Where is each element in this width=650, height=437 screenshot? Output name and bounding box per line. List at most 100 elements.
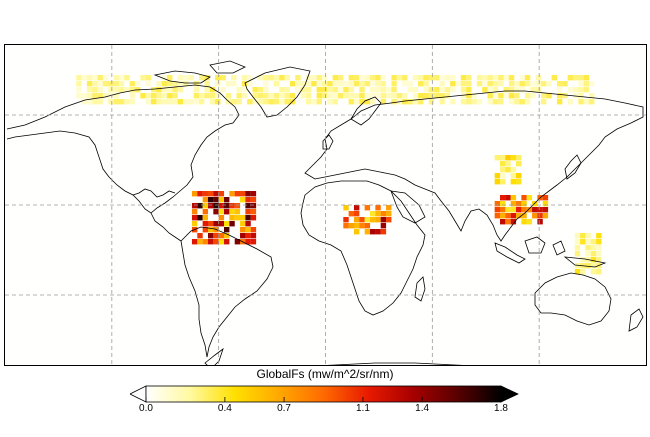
fluorescence-cell: [519, 87, 525, 93]
fluorescence-cell: [510, 167, 517, 173]
fluorescence-cell: [161, 99, 168, 105]
fluorescence-cell: [151, 99, 157, 105]
fluorescence-cell: [364, 205, 371, 211]
fluorescence-cell: [391, 81, 397, 87]
fluorescence-cell: [311, 99, 317, 105]
fluorescence-cell: [202, 227, 209, 233]
fluorescence-cell: [92, 87, 98, 93]
fluorescence-cell: [257, 87, 264, 93]
colorbar-max-arrow: [500, 385, 519, 403]
fluorescence-cell: [263, 93, 269, 99]
fluorescence-cell: [521, 201, 527, 207]
fluorescence-cell: [236, 87, 242, 93]
fluorescence-cell: [191, 209, 198, 215]
fluorescence-cell: [402, 99, 408, 105]
fluorescence-cell: [343, 205, 349, 211]
fluorescence-cell: [202, 209, 209, 215]
fluorescence-cell: [542, 201, 549, 207]
fluorescence-cell: [498, 81, 504, 87]
fluorescence-cell: [510, 219, 517, 225]
fluorescence-cell: [183, 75, 189, 81]
fluorescence-cell: [596, 245, 602, 251]
fluorescence-cell: [353, 229, 360, 235]
fluorescence-cell: [364, 99, 371, 105]
fluorescence-cell: [494, 213, 501, 219]
fluorescence-cell: [250, 215, 257, 221]
fluorescence-cell: [578, 99, 584, 105]
fluorescence-cell: [97, 99, 103, 105]
fluorescence-cell: [343, 87, 349, 93]
fluorescence-cell: [191, 215, 198, 221]
fluorescence-cell: [289, 81, 296, 87]
fluorescence-cell: [498, 93, 504, 99]
fluorescence-cell: [202, 239, 209, 245]
coast-australia: [534, 272, 612, 326]
fluorescence-cell: [273, 99, 280, 105]
fluorescence-cell: [585, 251, 591, 257]
fluorescence-cell: [578, 87, 584, 93]
fluorescence-cell: [418, 99, 424, 105]
fluorescence-cell: [498, 99, 504, 105]
fluorescence-cell: [524, 75, 531, 81]
fluorescence-cell: [535, 87, 542, 93]
fluorescence-cell: [207, 191, 214, 197]
fluorescence-cell: [108, 99, 114, 105]
fluorescence-cell: [353, 217, 360, 223]
fluorescence-cell: [353, 81, 360, 87]
fluorescence-cell: [370, 211, 376, 217]
fluorescence-cell: [370, 99, 376, 105]
fluorescence-cell: [380, 93, 387, 99]
fluorescence-cell: [177, 87, 184, 93]
fluorescence-cell: [380, 229, 387, 235]
fluorescence-cell: [193, 93, 200, 99]
fluorescence-cell: [343, 223, 349, 229]
fluorescence-cell: [580, 233, 586, 239]
fluorescence-cell: [537, 219, 543, 225]
fluorescence-cell: [439, 87, 445, 93]
fluorescence-cell: [321, 93, 328, 99]
fluorescence-cell: [380, 211, 387, 217]
fluorescence-cell: [207, 233, 214, 239]
fluorescence-cell: [183, 99, 189, 105]
fluorescence-cell: [268, 93, 274, 99]
fluorescence-cell: [224, 197, 230, 203]
fluorescence-cell: [156, 87, 162, 93]
coast-africa: [300, 180, 426, 316]
colorbar: [130, 385, 519, 403]
fluorescence-cell: [129, 81, 136, 87]
fluorescence-cell: [482, 75, 488, 81]
fluorescence-cell: [86, 75, 93, 81]
fluorescence-cell: [118, 99, 125, 105]
fluorescence-cell: [494, 155, 501, 161]
fluorescence-cell: [76, 81, 82, 87]
fluorescence-cell: [476, 81, 483, 87]
fluorescence-cell: [386, 205, 392, 211]
fluorescence-cell: [207, 227, 214, 233]
fluorescence-cell: [247, 99, 253, 105]
fluorescence-cell: [583, 81, 590, 87]
fluorescence-cell: [124, 75, 130, 81]
coast-central-america: [150, 212, 182, 242]
coast-scandinavia: [350, 96, 382, 126]
fluorescence-cell: [348, 211, 355, 217]
fluorescence-cell: [92, 93, 98, 99]
fluorescence-cell: [499, 161, 506, 167]
fluorescence-cell: [487, 75, 493, 81]
fluorescence-cell: [305, 81, 312, 87]
fluorescence-cell: [191, 239, 198, 245]
fluorescence-cell: [247, 75, 253, 81]
fluorescence-cell: [145, 99, 152, 105]
fluorescence-cell: [213, 191, 219, 197]
fluorescence-cell: [240, 197, 246, 203]
fluorescence-cell: [499, 207, 506, 213]
fluorescence-cell: [439, 93, 445, 99]
fluorescence-cell: [225, 81, 232, 87]
fluorescence-cell: [353, 75, 360, 81]
fluorescence-cell: [247, 81, 253, 87]
fluorescence-cell: [218, 215, 225, 221]
fluorescence-cell: [364, 223, 371, 229]
fluorescence-cell: [370, 229, 376, 235]
fluorescence-cell: [556, 99, 563, 105]
fluorescence-cell: [524, 99, 531, 105]
fluorescence-cell: [423, 75, 429, 81]
